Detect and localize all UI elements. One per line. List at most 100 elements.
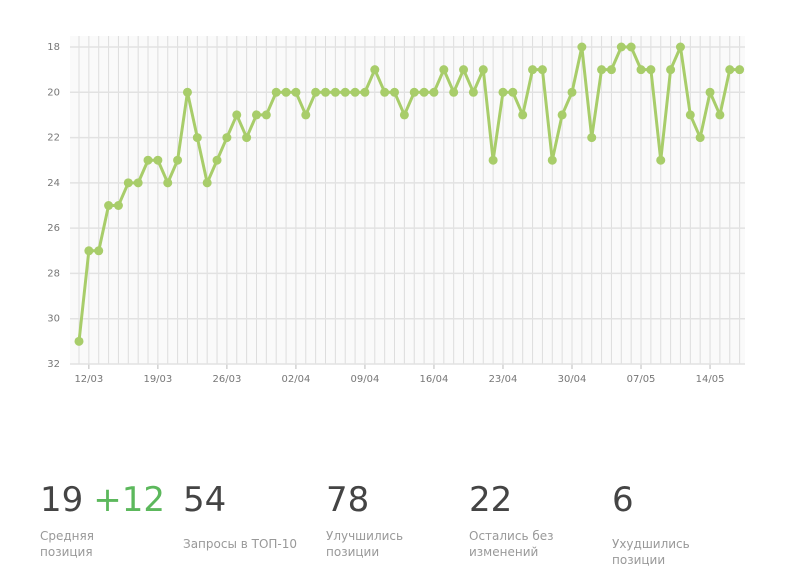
point bbox=[429, 87, 439, 97]
point bbox=[636, 65, 646, 75]
y-tick-label: 18 bbox=[47, 42, 60, 53]
y-tick-label: 22 bbox=[47, 133, 60, 144]
point bbox=[725, 65, 735, 75]
point bbox=[459, 65, 469, 75]
point bbox=[242, 133, 252, 143]
point bbox=[626, 42, 636, 52]
point bbox=[449, 87, 459, 97]
point bbox=[143, 155, 153, 165]
point bbox=[478, 65, 488, 75]
point bbox=[419, 87, 429, 97]
stat-value: 19 bbox=[40, 480, 84, 520]
point bbox=[735, 65, 745, 75]
point bbox=[547, 155, 557, 165]
point bbox=[685, 110, 695, 120]
point bbox=[232, 110, 242, 120]
point bbox=[350, 87, 360, 97]
stat-label: Средняя позиция bbox=[40, 529, 94, 559]
point bbox=[192, 133, 202, 143]
point bbox=[74, 336, 84, 346]
stat-value-row: 22 bbox=[469, 478, 604, 522]
point bbox=[94, 246, 104, 256]
x-tick-label: 14/05 bbox=[696, 374, 725, 385]
point bbox=[528, 65, 538, 75]
point bbox=[370, 65, 380, 75]
stat-label: Запросы в ТОП-10 bbox=[183, 537, 298, 551]
point bbox=[133, 178, 143, 188]
x-tick-label: 02/04 bbox=[282, 374, 311, 385]
stat-value-row: 78 bbox=[326, 478, 461, 522]
point bbox=[330, 87, 340, 97]
point bbox=[616, 42, 626, 52]
point bbox=[468, 87, 478, 97]
stat: 78 Улучшились позиции bbox=[326, 478, 461, 560]
point bbox=[498, 87, 508, 97]
point bbox=[291, 87, 301, 97]
stat-value-row: 54 bbox=[183, 478, 318, 522]
point bbox=[646, 65, 656, 75]
x-tick-label: 19/03 bbox=[143, 374, 172, 385]
point bbox=[518, 110, 528, 120]
stat: 6 Ухудшились позиции bbox=[612, 478, 747, 568]
point bbox=[666, 65, 676, 75]
stat-value: 22 bbox=[469, 480, 513, 520]
point bbox=[399, 110, 409, 120]
stats: 19 +12 Средняя позиция 54 Запросы в ТОП-10 78… bbox=[0, 478, 789, 578]
x-tick-label: 12/03 bbox=[74, 374, 103, 385]
x-tick-label: 07/05 bbox=[627, 374, 656, 385]
point bbox=[212, 155, 222, 165]
point bbox=[705, 87, 715, 97]
point bbox=[587, 133, 597, 143]
y-tick-label: 20 bbox=[47, 87, 60, 98]
stat-value: 78 bbox=[326, 480, 370, 520]
stat-label: Остались без изменений bbox=[469, 529, 554, 559]
y-tick-label: 32 bbox=[47, 359, 60, 370]
point bbox=[301, 110, 311, 120]
point bbox=[182, 87, 192, 97]
stat-label: Ухудшились позиции bbox=[612, 537, 690, 567]
point bbox=[173, 155, 183, 165]
x-tick-label: 30/04 bbox=[558, 374, 587, 385]
point bbox=[113, 201, 123, 210]
point bbox=[390, 87, 400, 97]
point bbox=[488, 155, 498, 165]
point bbox=[380, 87, 390, 97]
point bbox=[321, 87, 330, 97]
point bbox=[222, 133, 232, 143]
x-tick-label: 23/04 bbox=[489, 374, 518, 385]
stat-value: 6 bbox=[612, 480, 634, 520]
point bbox=[675, 42, 685, 52]
stat-label: Улучшились позиции bbox=[326, 529, 404, 559]
y-tick-label: 28 bbox=[47, 268, 60, 279]
stat: 22 Остались без изменений bbox=[469, 478, 604, 560]
stat: 19 +12 Средняя позиция bbox=[40, 478, 175, 560]
plot-area bbox=[70, 36, 745, 364]
point bbox=[311, 87, 321, 97]
point bbox=[340, 87, 350, 97]
point bbox=[597, 65, 607, 75]
x-tick-label: 09/04 bbox=[351, 374, 380, 385]
point bbox=[251, 110, 261, 120]
point bbox=[508, 87, 518, 97]
point bbox=[271, 87, 281, 97]
stat-value-row: 19 +12 bbox=[40, 478, 175, 522]
point bbox=[153, 155, 163, 165]
y-tick-label: 24 bbox=[47, 178, 60, 189]
x-tick-label: 16/04 bbox=[420, 374, 449, 385]
point bbox=[606, 65, 616, 75]
point bbox=[123, 178, 133, 188]
point bbox=[537, 65, 547, 75]
stat-value: 54 bbox=[183, 480, 227, 520]
point bbox=[261, 110, 271, 120]
stat: 54 Запросы в ТОП-10 bbox=[183, 478, 318, 552]
x-tick-label: 26/03 bbox=[212, 374, 241, 385]
point bbox=[360, 87, 370, 97]
y-tick-label: 26 bbox=[47, 223, 60, 234]
point bbox=[163, 178, 173, 188]
point bbox=[281, 87, 291, 97]
point bbox=[695, 133, 705, 143]
point bbox=[104, 201, 114, 210]
point bbox=[656, 155, 666, 165]
point bbox=[715, 110, 725, 120]
